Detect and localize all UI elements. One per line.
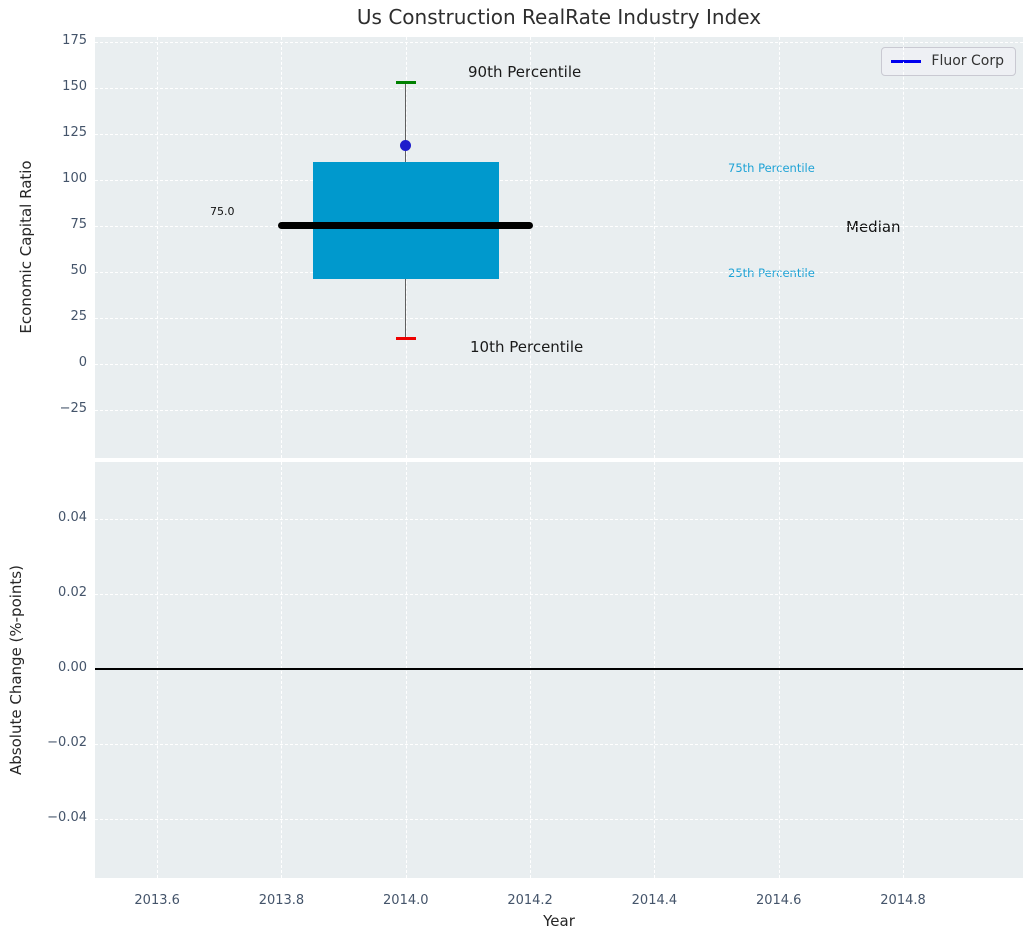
y-tick-label: 0: [78, 354, 87, 370]
p75-annotation: 75th Percentile: [728, 161, 815, 175]
y-tick-label: 75: [70, 216, 87, 232]
gridline-horizontal: [95, 317, 1023, 319]
y-tick-label: −0.04: [47, 810, 87, 826]
y-tick-label: −0.02: [47, 735, 87, 751]
gridline-vertical: [157, 462, 159, 878]
x-tick-label: 2014.2: [507, 893, 553, 908]
x-tick-label: 2014.8: [880, 893, 926, 908]
x-tick-label: 2014.0: [383, 893, 429, 908]
gridline-horizontal: [95, 594, 1023, 596]
gridline-horizontal: [95, 744, 1023, 746]
whisker-cap-high: [395, 81, 416, 84]
gridline-vertical: [903, 37, 905, 458]
gridline-horizontal: [95, 271, 1023, 273]
x-axis-label: Year: [543, 912, 575, 930]
bottom-axes: [95, 462, 1023, 878]
gridline-horizontal: [95, 87, 1023, 89]
gridline-horizontal: [95, 133, 1023, 135]
box-iqr: [312, 161, 500, 280]
median-line: [278, 222, 534, 230]
whisker-cap-low: [395, 336, 416, 340]
legend-line-swatch: [891, 59, 922, 63]
gridline-vertical: [654, 462, 656, 878]
y-tick-label: 50: [70, 262, 87, 278]
gridline-horizontal: [95, 519, 1023, 521]
x-tick-label: 2014.4: [631, 893, 678, 908]
y-tick-label: 0.02: [58, 585, 87, 601]
gridline-vertical: [778, 37, 780, 458]
gridline-vertical: [778, 462, 780, 878]
legend-entry-label: Fluor Corp: [931, 53, 1004, 69]
x-tick-label: 2013.6: [134, 893, 180, 908]
y-tick-label: −25: [59, 400, 87, 416]
y-tick-label: 0.04: [58, 510, 87, 526]
company-point: [400, 139, 412, 151]
gridline-vertical: [281, 37, 283, 458]
p25-annotation: 25th Percentile: [728, 266, 815, 280]
median-annotation: Median: [846, 218, 901, 236]
gridline-horizontal: [95, 363, 1023, 365]
legend: Fluor Corp: [881, 47, 1016, 76]
gridline-horizontal: [95, 41, 1023, 43]
gridline-horizontal: [95, 819, 1023, 821]
x-tick-label: 2014.6: [755, 893, 802, 908]
y-tick-label: 125: [62, 124, 87, 140]
gridline-vertical: [281, 462, 283, 878]
x-tick-label: 2013.8: [258, 893, 305, 908]
gridline-vertical: [903, 462, 905, 878]
gridline-vertical: [654, 37, 656, 458]
median-value-label: 75.0: [210, 205, 235, 218]
y-tick-label: 150: [62, 78, 87, 94]
gridline-vertical: [157, 37, 159, 458]
y-tick-label: 25: [70, 308, 87, 324]
y-tick-label: 100: [62, 170, 87, 186]
p10-annotation: 10th Percentile: [470, 338, 584, 356]
gridline-horizontal: [95, 179, 1023, 181]
zero-line: [95, 668, 1023, 670]
gridline-vertical: [405, 462, 407, 878]
top-y-axis-label: Economic Capital Ratio: [17, 160, 35, 334]
chart-title: Us Construction RealRate Industry Index: [356, 5, 762, 29]
y-tick-label: 175: [62, 32, 87, 48]
gridline-vertical: [530, 37, 532, 458]
gridline-vertical: [530, 462, 532, 878]
y-tick-label: 0.00: [58, 660, 87, 676]
gridline-horizontal: [95, 225, 1023, 227]
p90-annotation: 90th Percentile: [468, 63, 582, 81]
gridline-horizontal: [95, 409, 1023, 411]
top-axes: 90th Percentile 10th Percentile 75th Per…: [95, 37, 1023, 458]
